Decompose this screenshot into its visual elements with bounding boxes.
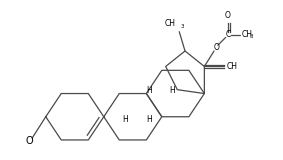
Text: CH: CH bbox=[242, 30, 253, 39]
Text: O: O bbox=[25, 136, 33, 146]
Text: H: H bbox=[122, 115, 128, 124]
Text: CH: CH bbox=[164, 19, 175, 28]
Text: C: C bbox=[225, 30, 231, 39]
Text: H: H bbox=[146, 115, 152, 124]
Text: 3: 3 bbox=[250, 34, 254, 39]
Text: O: O bbox=[213, 43, 219, 52]
Text: CH: CH bbox=[227, 62, 238, 71]
Text: H: H bbox=[146, 86, 152, 95]
Text: H: H bbox=[170, 86, 175, 95]
Text: 3: 3 bbox=[181, 24, 184, 29]
Text: O: O bbox=[225, 11, 231, 20]
